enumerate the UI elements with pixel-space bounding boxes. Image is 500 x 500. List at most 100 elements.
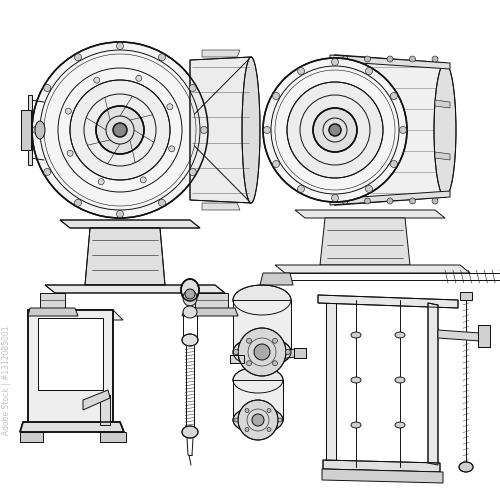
Circle shape xyxy=(67,150,73,156)
Bar xyxy=(230,355,244,363)
Polygon shape xyxy=(275,265,470,273)
Polygon shape xyxy=(28,95,32,165)
Polygon shape xyxy=(100,395,110,425)
Bar xyxy=(460,292,472,300)
Circle shape xyxy=(96,106,144,154)
Polygon shape xyxy=(260,273,293,285)
Ellipse shape xyxy=(351,377,361,383)
Circle shape xyxy=(432,56,438,62)
Circle shape xyxy=(298,186,304,192)
Polygon shape xyxy=(438,330,480,341)
Polygon shape xyxy=(326,303,336,460)
Circle shape xyxy=(136,76,142,82)
Circle shape xyxy=(246,338,252,343)
Circle shape xyxy=(246,361,252,366)
Circle shape xyxy=(200,126,207,134)
Circle shape xyxy=(400,126,406,134)
Bar xyxy=(21,110,31,150)
Circle shape xyxy=(278,418,282,422)
Circle shape xyxy=(313,108,357,152)
Circle shape xyxy=(387,56,393,62)
Circle shape xyxy=(44,168,51,175)
Circle shape xyxy=(94,77,100,83)
Circle shape xyxy=(410,198,416,204)
Polygon shape xyxy=(20,422,124,432)
Polygon shape xyxy=(202,50,240,57)
Polygon shape xyxy=(195,293,228,308)
Circle shape xyxy=(44,84,51,91)
Polygon shape xyxy=(20,432,43,442)
Polygon shape xyxy=(60,220,200,228)
Polygon shape xyxy=(182,308,238,316)
Ellipse shape xyxy=(434,63,456,197)
Polygon shape xyxy=(100,432,126,442)
Ellipse shape xyxy=(233,407,283,433)
Ellipse shape xyxy=(183,306,197,318)
Polygon shape xyxy=(38,318,103,390)
Circle shape xyxy=(264,126,270,134)
Bar xyxy=(478,325,490,347)
Polygon shape xyxy=(435,100,450,108)
Polygon shape xyxy=(435,152,450,160)
Circle shape xyxy=(390,160,398,168)
Bar xyxy=(230,355,244,363)
Circle shape xyxy=(189,84,196,91)
Circle shape xyxy=(252,414,264,426)
Ellipse shape xyxy=(395,377,405,383)
Circle shape xyxy=(432,198,438,204)
Circle shape xyxy=(387,198,393,204)
Ellipse shape xyxy=(233,337,291,367)
Circle shape xyxy=(32,42,208,218)
Circle shape xyxy=(287,82,383,178)
Ellipse shape xyxy=(35,121,45,139)
Circle shape xyxy=(332,58,338,66)
Circle shape xyxy=(366,186,372,192)
Circle shape xyxy=(116,42,123,50)
Circle shape xyxy=(390,92,398,100)
Ellipse shape xyxy=(233,285,291,315)
Polygon shape xyxy=(190,57,251,203)
Circle shape xyxy=(342,56,348,62)
Ellipse shape xyxy=(395,422,405,428)
Text: Adobe Stock | #1312085001: Adobe Stock | #1312085001 xyxy=(2,325,12,434)
Bar xyxy=(294,348,306,358)
Polygon shape xyxy=(428,303,438,465)
Polygon shape xyxy=(244,349,295,364)
Circle shape xyxy=(245,408,249,412)
Polygon shape xyxy=(330,55,450,69)
Circle shape xyxy=(366,68,372,74)
Circle shape xyxy=(167,104,173,110)
Circle shape xyxy=(342,198,348,204)
Circle shape xyxy=(32,126,40,134)
Polygon shape xyxy=(233,380,283,420)
Circle shape xyxy=(272,92,280,100)
Circle shape xyxy=(189,168,196,175)
Ellipse shape xyxy=(459,462,473,472)
Polygon shape xyxy=(330,191,450,205)
Ellipse shape xyxy=(181,279,199,301)
Circle shape xyxy=(116,210,123,218)
Polygon shape xyxy=(28,308,78,316)
Circle shape xyxy=(74,199,82,206)
Circle shape xyxy=(98,178,104,184)
Circle shape xyxy=(234,350,238,354)
Polygon shape xyxy=(83,390,110,410)
Bar xyxy=(478,325,490,347)
Circle shape xyxy=(113,123,127,137)
Circle shape xyxy=(272,338,278,343)
Circle shape xyxy=(74,54,82,61)
Polygon shape xyxy=(318,295,458,308)
Ellipse shape xyxy=(242,57,260,203)
Ellipse shape xyxy=(183,290,197,306)
Circle shape xyxy=(267,428,271,432)
Circle shape xyxy=(158,199,166,206)
Polygon shape xyxy=(320,218,410,265)
Polygon shape xyxy=(233,300,291,352)
Circle shape xyxy=(329,124,341,136)
Polygon shape xyxy=(322,469,443,483)
Circle shape xyxy=(364,56,370,62)
Circle shape xyxy=(410,56,416,62)
Circle shape xyxy=(267,408,271,412)
Ellipse shape xyxy=(351,332,361,338)
Circle shape xyxy=(332,194,338,202)
